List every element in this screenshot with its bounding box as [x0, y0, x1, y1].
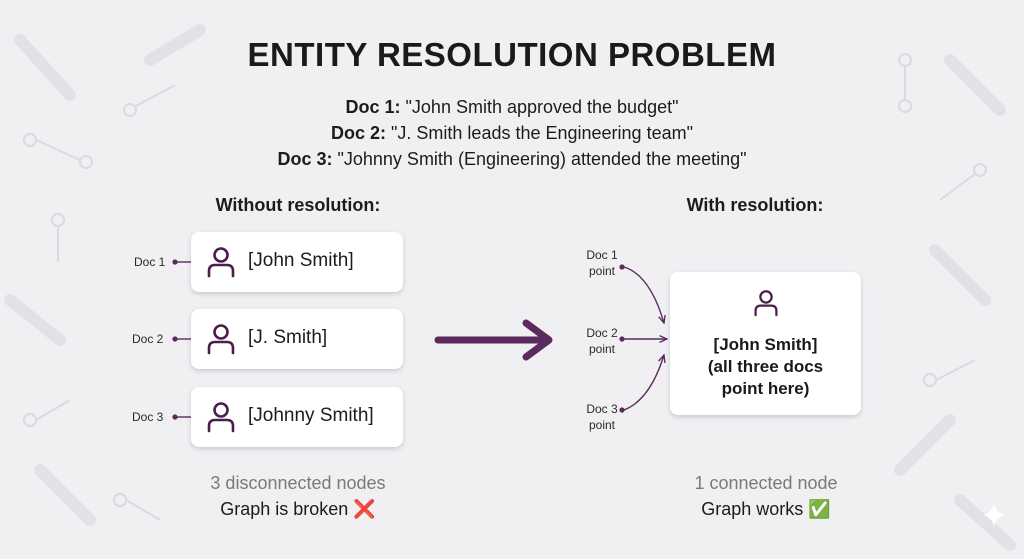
entity-node-card: [J. Smith] [191, 309, 403, 369]
right-doc-point: point [588, 264, 616, 278]
left-doc-label-1: Doc 1 [134, 255, 166, 269]
entity-node-card: [Johnny Smith] [191, 387, 403, 447]
with-resolution-heading: With resolution: [686, 195, 824, 215]
right-caption: 1 connected node Graph works ✅ [636, 470, 896, 522]
right-doc-label-2: Doc 2 point [580, 325, 624, 357]
right-doc-label-3: Doc 3 point [580, 401, 624, 433]
doc-quote-text: "Johnny Smith (Engineering) attended the… [337, 149, 747, 169]
merged-line-3: point here) [721, 379, 810, 398]
person-icon [207, 247, 235, 278]
right-doc-label-1: Doc 1 point [580, 247, 624, 279]
left-caption-main: Graph is broken ❌ [220, 499, 376, 519]
entity-name: [Johnny Smith] [248, 405, 374, 426]
doc-quote-2: Doc 2: "J. Smith leads the Engineering t… [0, 120, 1024, 146]
doc-quote-label: Doc 1: [345, 97, 401, 117]
doc-quotes: Doc 1: "John Smith approved the budget" … [0, 94, 1024, 172]
left-doc-label-2: Doc 2 [132, 332, 164, 346]
entity-name: [J. Smith] [248, 327, 328, 348]
right-doc-name: Doc 1 [586, 248, 618, 262]
left-doc-label-3: Doc 3 [132, 410, 164, 424]
right-doc-point: point [588, 342, 616, 356]
right-doc-point: point [588, 418, 616, 432]
doc-quote-1: Doc 1: "John Smith approved the budget" [0, 94, 1024, 120]
right-doc-name: Doc 3 [586, 402, 618, 416]
person-icon [207, 402, 235, 433]
page-title: ENTITY RESOLUTION PROBLEM [247, 36, 777, 73]
merged-line-1: [John Smith] [713, 335, 818, 354]
left-caption-muted: 3 disconnected nodes [210, 473, 386, 493]
doc-quote-3: Doc 3: "Johnny Smith (Engineering) atten… [0, 146, 1024, 172]
person-icon [207, 324, 235, 355]
merged-line-2: (all three docs [707, 357, 824, 376]
person-icon [754, 290, 778, 317]
doc-quote-text: "J. Smith leads the Engineering team" [391, 123, 693, 143]
doc-quote-label: Doc 2: [331, 123, 387, 143]
without-resolution-heading: Without resolution: [215, 195, 381, 215]
left-caption: 3 disconnected nodes Graph is broken ❌ [168, 470, 428, 522]
right-caption-muted: 1 connected node [694, 473, 838, 493]
merged-entity-card: [John Smith] (all three docs point here) [670, 272, 861, 415]
doc-quote-label: Doc 3: [277, 149, 333, 169]
entity-node-card: [John Smith] [191, 232, 403, 292]
doc-quote-text: "John Smith approved the budget" [405, 97, 679, 117]
right-caption-main: Graph works ✅ [701, 499, 831, 519]
entity-name: [John Smith] [248, 250, 354, 271]
merged-entity-text: [John Smith] (all three docs point here) [670, 334, 861, 400]
right-doc-name: Doc 2 [586, 326, 618, 340]
